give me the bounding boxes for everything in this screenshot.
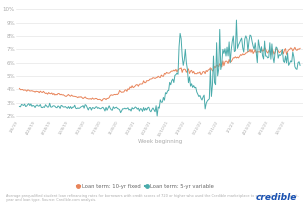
Text: credible: credible (256, 193, 297, 202)
X-axis label: Week beginning: Week beginning (138, 139, 182, 144)
Text: Average prequalified student loan refinancing rates for borrowers with credit sc: Average prequalified student loan refina… (6, 194, 299, 202)
Legend: Loan term: 10-yr fixed, Loan term: 5-yr variable: Loan term: 10-yr fixed, Loan term: 5-yr … (75, 182, 216, 191)
